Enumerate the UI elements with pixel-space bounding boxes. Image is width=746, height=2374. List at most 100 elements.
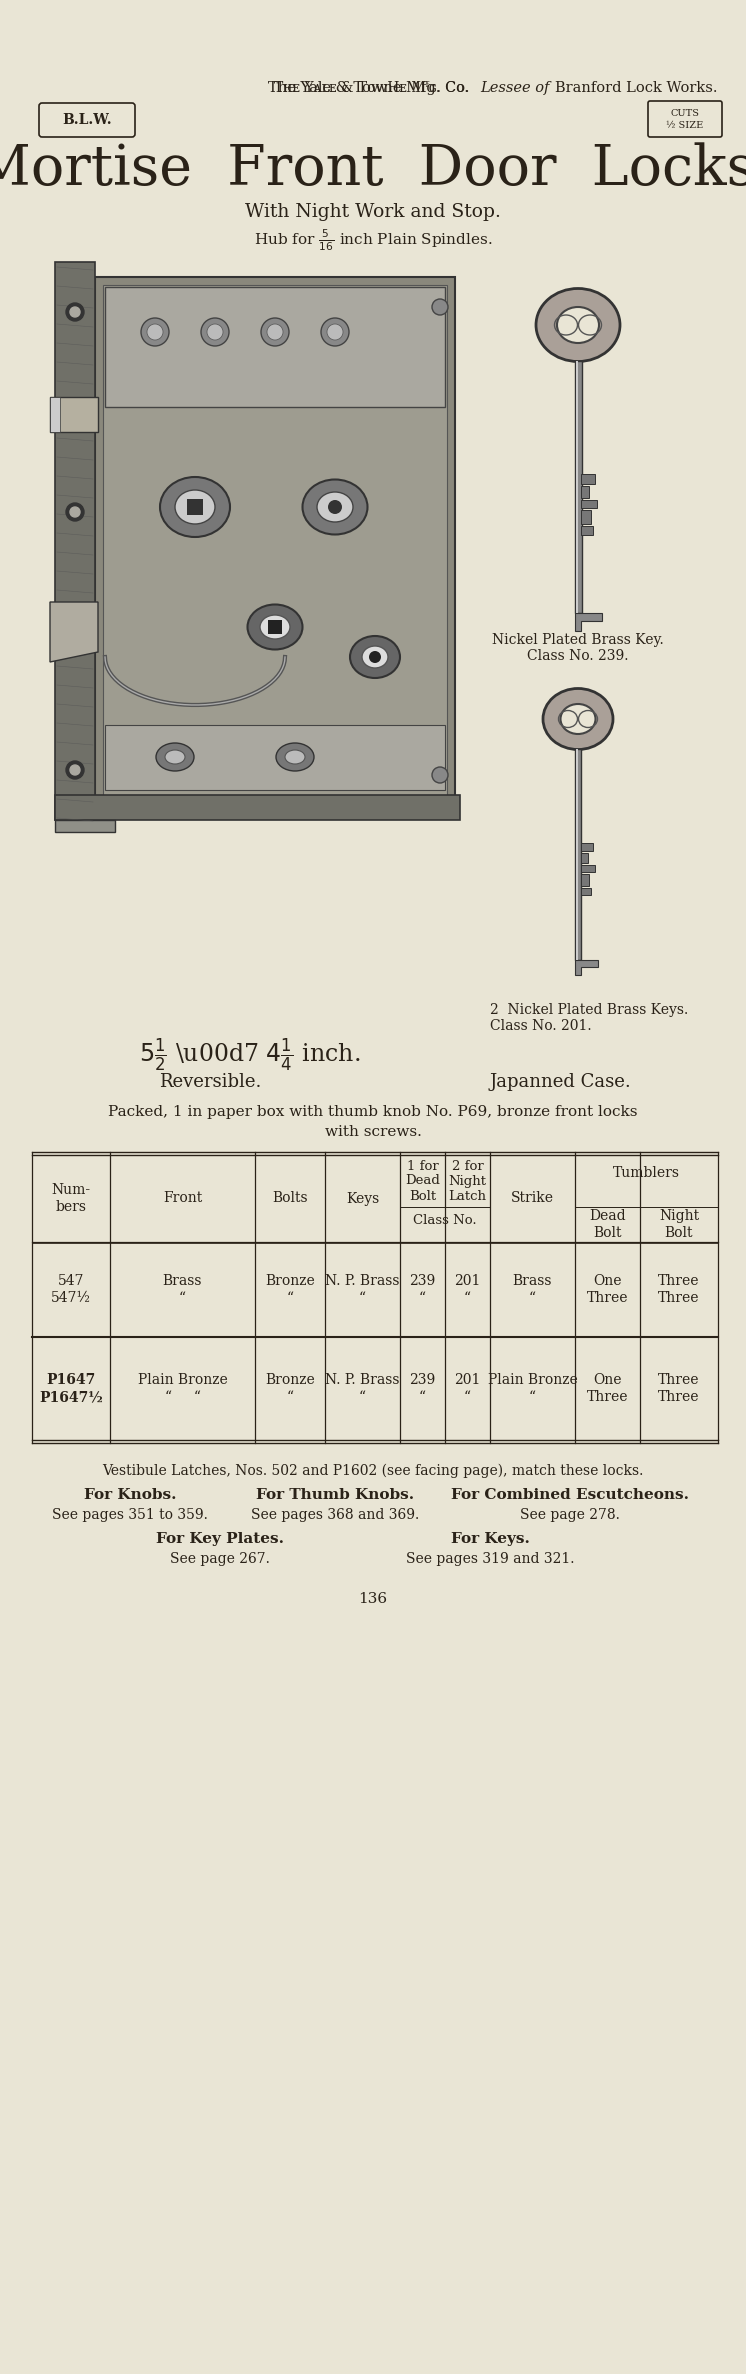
Ellipse shape (248, 605, 302, 650)
Text: P1647
P1647½: P1647 P1647½ (39, 1372, 103, 1405)
Text: Front: Front (163, 1192, 202, 1206)
Circle shape (70, 508, 80, 518)
Text: One
Three: One Three (587, 1272, 628, 1306)
Circle shape (321, 318, 349, 347)
Text: One
Three: One Three (587, 1372, 628, 1405)
Bar (581, 864, 595, 871)
Circle shape (328, 501, 342, 515)
Text: Packed, 1 in paper box with thumb knob No. P69, bronze front locks: Packed, 1 in paper box with thumb knob N… (108, 1104, 638, 1118)
Bar (103, 285, 447, 798)
Text: 547
547½: 547 547½ (51, 1272, 91, 1306)
Text: With Night Work and Stop.: With Night Work and Stop. (245, 204, 501, 221)
Text: Tʜᴇ Yᴀʟᴇ & TᴏᴡНᴇ Mᶠɢ. Cᴏ.: Tʜᴇ Yᴀʟᴇ & TᴏᴡНᴇ Mᶠɢ. Cᴏ. (274, 81, 472, 95)
Ellipse shape (350, 636, 400, 679)
Text: Strike: Strike (511, 1192, 554, 1206)
Text: Three
Three: Three Three (658, 1272, 700, 1306)
Circle shape (207, 323, 223, 339)
Text: Japanned Case.: Japanned Case. (489, 1073, 631, 1092)
Bar (581, 510, 591, 525)
Text: For Keys.: For Keys. (451, 1531, 530, 1545)
Text: For Key Plates.: For Key Plates. (156, 1531, 284, 1545)
Text: See pages 368 and 369.: See pages 368 and 369. (251, 1507, 419, 1522)
Bar (576, 750, 578, 959)
Circle shape (369, 650, 381, 662)
Text: Bronze
“: Bronze “ (265, 1272, 315, 1306)
Text: 239
“: 239 “ (410, 1372, 436, 1405)
Polygon shape (50, 603, 98, 662)
Bar (581, 475, 595, 484)
Text: Brass
“: Brass “ (163, 1272, 202, 1306)
Text: See pages 319 and 321.: See pages 319 and 321. (406, 1553, 574, 1567)
Ellipse shape (276, 743, 314, 772)
Bar (581, 852, 588, 864)
Bar (581, 487, 589, 499)
Bar (50, 396, 60, 432)
Text: Keys: Keys (346, 1192, 379, 1206)
Bar (187, 499, 203, 515)
Ellipse shape (560, 705, 595, 734)
Ellipse shape (260, 615, 290, 639)
Text: 1 for
Dead
Bolt: 1 for Dead Bolt (405, 1159, 440, 1204)
Text: Class No.: Class No. (413, 1215, 477, 1227)
Bar (50, 396, 98, 432)
Ellipse shape (165, 750, 185, 764)
Circle shape (66, 503, 84, 520)
Circle shape (147, 323, 163, 339)
Circle shape (261, 318, 289, 347)
Bar (575, 361, 582, 612)
Ellipse shape (156, 743, 194, 772)
Circle shape (432, 299, 448, 316)
Text: For Knobs.: For Knobs. (84, 1488, 176, 1503)
Circle shape (70, 764, 80, 774)
Circle shape (201, 318, 229, 347)
Ellipse shape (557, 306, 599, 342)
Circle shape (267, 323, 283, 339)
Text: 201
“: 201 “ (454, 1372, 480, 1405)
Text: ½ SIZE: ½ SIZE (666, 121, 703, 131)
Ellipse shape (175, 489, 215, 525)
Text: 2 for
Night
Latch: 2 for Night Latch (448, 1159, 486, 1204)
Circle shape (432, 767, 448, 783)
Ellipse shape (302, 480, 368, 534)
Bar (95, 278, 455, 805)
Text: with screws.: with screws. (325, 1125, 421, 1140)
FancyBboxPatch shape (648, 102, 722, 138)
Text: See pages 351 to 359.: See pages 351 to 359. (52, 1507, 208, 1522)
Bar (55, 795, 460, 819)
Text: Hub for $\frac{5}{16}$ inch Plain Spindles.: Hub for $\frac{5}{16}$ inch Plain Spindl… (254, 228, 492, 252)
Text: 136: 136 (358, 1593, 388, 1605)
Text: Class No. 201.: Class No. 201. (490, 1018, 592, 1033)
Bar (581, 527, 593, 534)
Bar (581, 874, 589, 886)
Text: Branford Lock Works.: Branford Lock Works. (555, 81, 718, 95)
Text: For Combined Escutcheons.: For Combined Escutcheons. (451, 1488, 689, 1503)
Text: Dead
Bolt: Dead Bolt (589, 1208, 626, 1239)
Text: For Thumb Knobs.: For Thumb Knobs. (256, 1488, 414, 1503)
Text: Num-
bers: Num- bers (51, 1182, 90, 1213)
Circle shape (70, 306, 80, 318)
Bar (581, 501, 597, 508)
Text: 239
“: 239 “ (410, 1272, 436, 1306)
Bar (55, 819, 115, 831)
Text: 2  Nickel Plated Brass Keys.: 2 Nickel Plated Brass Keys. (490, 1002, 689, 1016)
Polygon shape (575, 612, 602, 631)
Text: The Yale & Towne Mfg. Co.: The Yale & Towne Mfg. Co. (268, 81, 478, 95)
Bar (575, 750, 581, 959)
Text: Mortise  Front  Door  Locks.: Mortise Front Door Locks. (0, 142, 746, 197)
Text: Lessee of: Lessee of (480, 81, 549, 95)
Text: Class No. 239.: Class No. 239. (527, 648, 629, 662)
Text: See page 278.: See page 278. (520, 1507, 620, 1522)
Ellipse shape (362, 646, 388, 667)
Text: Vestibule Latches, Nos. 502 and P1602 (see facing page), match these locks.: Vestibule Latches, Nos. 502 and P1602 (s… (102, 1465, 644, 1479)
Ellipse shape (285, 750, 305, 764)
Circle shape (141, 318, 169, 347)
Polygon shape (575, 959, 598, 976)
Ellipse shape (160, 477, 230, 537)
Bar (105, 287, 445, 406)
Text: CUTS: CUTS (671, 109, 700, 119)
Ellipse shape (536, 290, 620, 361)
Text: 201
“: 201 “ (454, 1272, 480, 1306)
Text: Tumblers: Tumblers (613, 1166, 680, 1180)
Text: See page 267.: See page 267. (170, 1553, 270, 1567)
Text: Night
Bolt: Night Bolt (659, 1208, 699, 1239)
